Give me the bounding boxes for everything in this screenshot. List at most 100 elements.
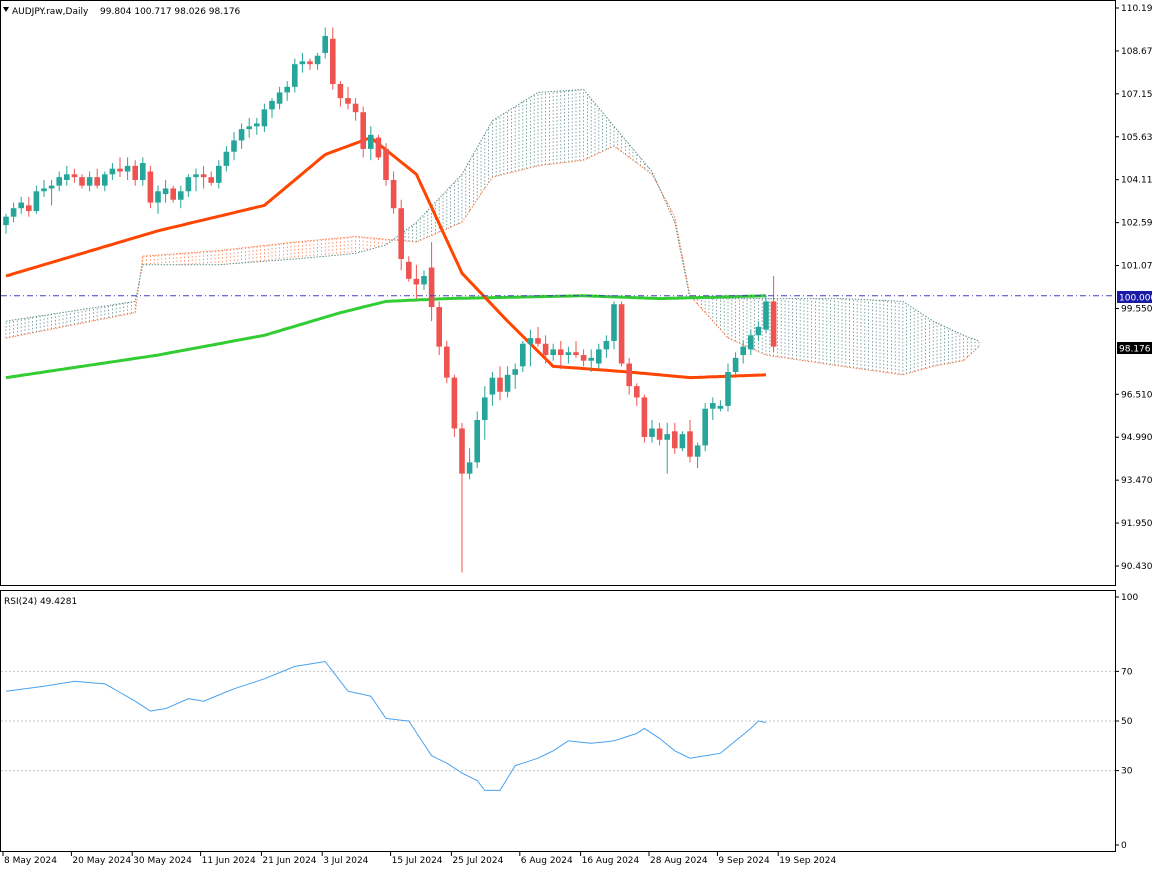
candle-body (208, 177, 214, 183)
candle-body (672, 431, 678, 449)
candle-bear (497, 366, 503, 401)
candle-body (330, 38, 336, 84)
candle-bull (474, 411, 480, 469)
candle-body (421, 275, 427, 285)
candle-bull (740, 340, 746, 364)
candle-bear (170, 185, 176, 203)
date-tick-label: 28 Aug 2024 (650, 856, 708, 866)
candle-bear (641, 394, 648, 443)
candle-bear (71, 168, 78, 183)
candle-body (451, 377, 458, 429)
candle-body (246, 126, 252, 130)
candle-bull (299, 52, 306, 73)
candle-body (664, 434, 670, 440)
date-tick-label: 20 May 2024 (72, 856, 131, 866)
candle-bull (421, 270, 427, 291)
candle-body (375, 137, 382, 158)
date-tick-label: 3 Jul 2024 (323, 856, 368, 866)
candle-body (299, 61, 306, 65)
price-tick-label: 108.670 (1121, 47, 1152, 57)
cloud-span-b (5, 89, 979, 342)
candle-body (626, 363, 632, 387)
hline-price-label: 100.000 (1119, 294, 1152, 304)
candle-bear (26, 196, 32, 217)
candle-bull (269, 98, 275, 118)
candle-bull (725, 363, 731, 412)
candle-bear (535, 326, 541, 347)
candle-bear (436, 301, 442, 356)
candle-bear (406, 256, 412, 282)
candle-bear (444, 340, 450, 384)
candle-body (337, 83, 344, 99)
candle-bear (79, 174, 85, 189)
candle-bear (117, 157, 123, 178)
candle-bear (345, 86, 351, 110)
candle-body (603, 340, 610, 350)
candle-bull (565, 346, 572, 364)
candle-body (748, 335, 754, 350)
date-tick-label: 11 Jun 2024 (202, 856, 256, 866)
date-axis: 8 May 2024 20 May 2024 30 May 2024 11 Jun 2… (2, 852, 837, 866)
candle-bear (337, 81, 344, 107)
candle-bull (588, 349, 594, 372)
candle-body (48, 185, 55, 189)
candle-body (542, 343, 549, 356)
candle-bull (48, 179, 55, 206)
symbol-label: AUDJPY.raw,Daily (12, 7, 89, 17)
candle-body (223, 151, 230, 166)
candle-bull (679, 431, 686, 452)
candle-bull (520, 340, 526, 372)
candle-body (18, 202, 24, 209)
candle-bull (86, 171, 93, 192)
candle-body (124, 165, 131, 172)
price-tick-label: 96.510 (1121, 390, 1152, 400)
ma-slow-line (5, 294, 767, 380)
candle-bull (550, 343, 556, 361)
candle-body (231, 140, 237, 152)
candle-body (717, 405, 724, 409)
candle-bull (276, 86, 283, 110)
rsi-indicator (1, 660, 1115, 791)
candle-bear (580, 349, 587, 367)
current-price-label: 98.176 (1119, 345, 1151, 355)
candle-body (284, 86, 290, 93)
candle-body (444, 346, 450, 378)
candle-body (649, 428, 655, 437)
candle-body (428, 267, 435, 308)
candle-bull (41, 179, 47, 197)
candle-bull (755, 321, 762, 341)
candle-bull (710, 397, 716, 421)
candle-body (162, 188, 169, 195)
candle-bull (10, 202, 17, 223)
candle-bull (231, 131, 237, 161)
candle-body (170, 188, 176, 200)
candle-bear (413, 264, 420, 299)
candle-bear (94, 168, 100, 189)
candle-body (322, 35, 328, 53)
candle-body (558, 349, 564, 356)
candle-body (56, 177, 62, 186)
candle-body (466, 462, 473, 474)
candle-body (459, 428, 465, 474)
candle-bear (687, 420, 693, 463)
rsi-tick-label: 30 (1121, 767, 1133, 777)
candle-body (368, 134, 374, 149)
candle-bull (763, 295, 769, 333)
rsi-tick-label: 70 (1121, 667, 1133, 677)
candle-body (406, 261, 412, 279)
cloud-span-a (5, 145, 980, 376)
candle-bull (64, 165, 70, 186)
candle-bull (504, 366, 511, 398)
ichimoku-cloud (5, 89, 980, 376)
candle-bear (626, 357, 632, 395)
candle-body (200, 174, 207, 178)
candle-body (79, 177, 85, 186)
date-tick-label: 19 Sep 2024 (779, 856, 836, 866)
ohlc-values: 99.804 100.717 98.026 98.176 (100, 7, 241, 17)
candle-body (550, 349, 556, 356)
candle-body (238, 129, 245, 141)
candle-body (216, 165, 222, 183)
date-tick-label: 25 Jul 2024 (452, 856, 503, 866)
